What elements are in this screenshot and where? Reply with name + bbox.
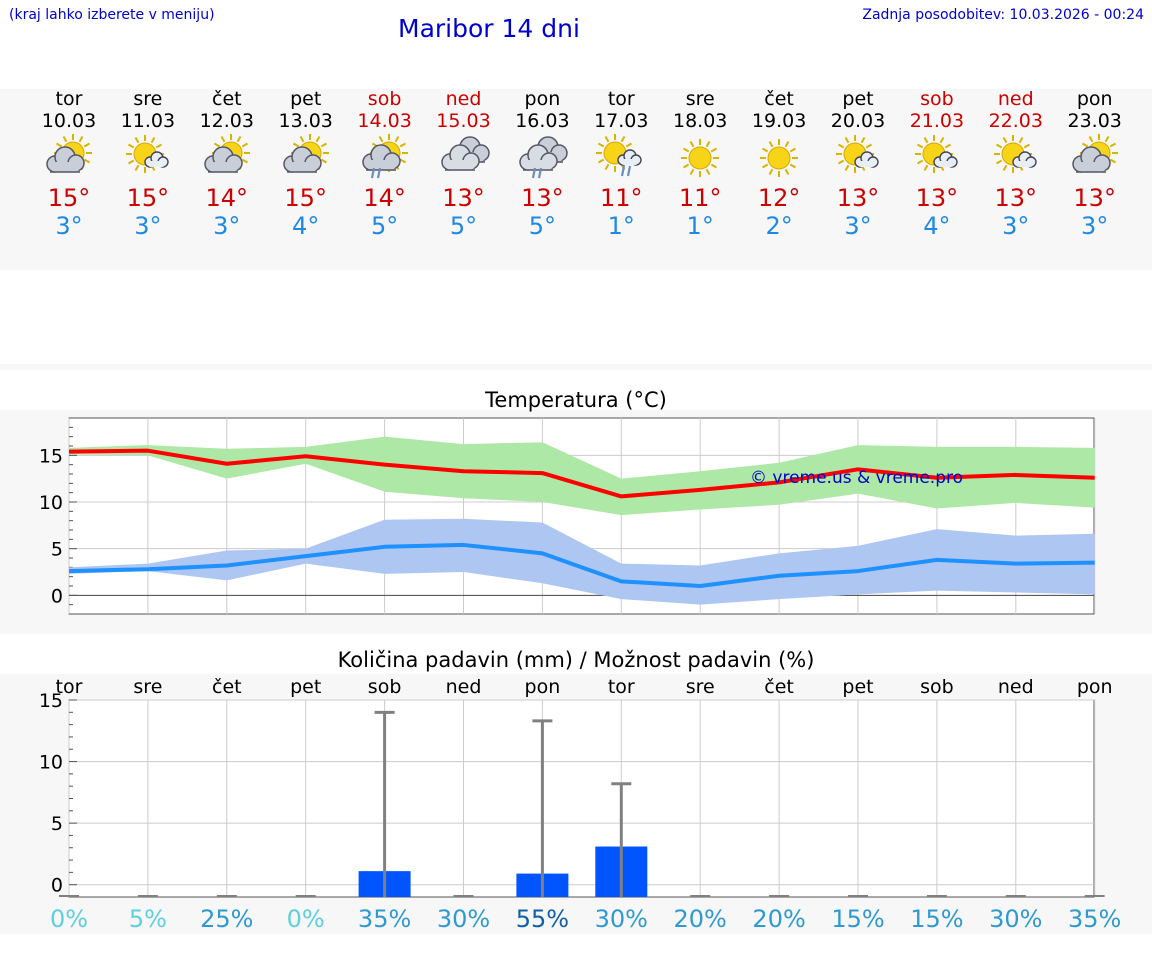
day-name: sob <box>920 88 954 110</box>
last-update: Zadnja posodobitev: 10.03.2026 - 00:24 <box>862 7 1144 23</box>
day-date: 20.03 <box>830 110 886 132</box>
temp-min: 3° <box>1081 212 1109 240</box>
day-column: ned 22.03 13° 3° <box>976 88 1056 240</box>
day-name: tor <box>55 88 83 110</box>
sun-small-cloud-icon <box>108 134 188 182</box>
temp-min: 3° <box>844 212 872 240</box>
temp-min: 5° <box>449 212 478 240</box>
day-column: pon 16.03 13° 5° <box>502 88 582 240</box>
day-column: sob 21.03 13° 4° <box>897 88 977 240</box>
day-date: 13.03 <box>278 110 333 132</box>
day-date: 10.03 <box>41 110 97 132</box>
day-name: čet <box>764 88 794 110</box>
cloudy-icon <box>424 134 504 182</box>
temp-min: 1° <box>686 212 714 240</box>
temp-max: 13° <box>1073 184 1116 212</box>
temp-max: 11° <box>678 184 722 212</box>
day-column: sre 18.03 11° 1° <box>660 88 740 240</box>
sun-small-cloud-icon <box>976 134 1056 182</box>
sun-cloud-icon <box>29 134 109 182</box>
sun-icon <box>739 134 819 182</box>
day-date: 23.03 <box>1067 110 1122 132</box>
day-name: čet <box>212 88 242 110</box>
day-name: pon <box>524 88 561 110</box>
cloud-rain-icon <box>502 134 582 182</box>
day-date: 21.03 <box>909 110 965 132</box>
day-name: ned <box>997 88 1034 110</box>
day-name: pon <box>1076 88 1113 110</box>
day-column: pon 23.03 13° 3° <box>1055 88 1135 240</box>
sun-small-cloud-icon <box>818 134 898 182</box>
temp-max: 15° <box>47 184 91 212</box>
day-name: pet <box>842 88 874 110</box>
day-column: sob 14.03 14° 5° <box>345 88 425 240</box>
temp-max: 13° <box>521 184 564 212</box>
day-name: ned <box>445 88 482 110</box>
location-hint[interactable]: (kraj lahko izberete v meniju) <box>9 7 215 23</box>
forecast-strip <box>0 89 1152 270</box>
temp-min: 2° <box>765 212 793 240</box>
day-name: pet <box>290 88 322 110</box>
day-date: 15.03 <box>436 110 491 132</box>
temp-min: 5° <box>528 212 557 240</box>
temp-min: 1° <box>607 212 635 240</box>
day-column: tor 10.03 15° 3° <box>29 88 109 240</box>
temp-min: 4° <box>292 212 320 240</box>
temp-min: 3° <box>55 212 83 240</box>
temp-max: 14° <box>205 184 249 212</box>
day-column: ned 15.03 13° 5° <box>424 88 504 240</box>
day-column: pet 20.03 13° 3° <box>818 88 898 240</box>
temp-max: 13° <box>442 184 485 212</box>
sun-cloud-icon <box>266 134 346 182</box>
day-date: 12.03 <box>199 110 254 132</box>
day-column: čet 19.03 12° 2° <box>739 88 819 240</box>
day-date: 16.03 <box>515 110 570 132</box>
sun-small-cloud-rain-icon <box>581 134 661 182</box>
day-column: čet 12.03 14° 3° <box>187 88 267 240</box>
sun-cloud-icon <box>187 134 267 182</box>
precipitation-title: Količina padavin (mm) / Možnost padavin … <box>337 648 815 672</box>
temp-min: 5° <box>370 212 399 240</box>
day-date: 22.03 <box>988 110 1043 132</box>
sun-cloud-rain-icon <box>345 134 425 182</box>
precipitation-panel <box>0 674 1152 934</box>
temp-max: 13° <box>915 184 959 212</box>
watermark: © vreme.us & vreme.pro <box>750 468 964 488</box>
temp-min: 3° <box>134 212 162 240</box>
sun-cloud-icon <box>1055 134 1135 182</box>
temp-max: 14° <box>363 184 406 212</box>
day-date: 19.03 <box>751 110 807 132</box>
temp-min: 4° <box>923 212 951 240</box>
day-date: 18.03 <box>672 110 728 132</box>
day-name: sre <box>133 88 163 110</box>
temperature-panel <box>0 410 1152 634</box>
day-name: sob <box>367 88 402 110</box>
day-column: sre 11.03 15° 3° <box>108 88 188 240</box>
sun-small-cloud-icon <box>897 134 977 182</box>
day-date: 14.03 <box>357 110 412 132</box>
temp-max: 13° <box>994 184 1038 212</box>
temperature-title: Temperatura (°C) <box>485 388 667 412</box>
temp-min: 3° <box>213 212 241 240</box>
temp-max: 11° <box>600 184 643 212</box>
page-title: Maribor 14 dni <box>398 14 580 43</box>
day-column: pet 13.03 15° 4° <box>266 88 346 240</box>
day-name: tor <box>607 88 635 110</box>
temp-max: 12° <box>757 184 801 212</box>
day-date: 17.03 <box>594 110 649 132</box>
day-date: 11.03 <box>120 110 176 132</box>
divider <box>0 364 1152 370</box>
sun-icon <box>660 134 740 182</box>
day-name: sre <box>685 88 715 110</box>
temp-max: 13° <box>836 184 880 212</box>
day-column: tor 17.03 11° 1° <box>581 88 661 240</box>
temp-max: 15° <box>126 184 170 212</box>
temp-min: 3° <box>1002 212 1030 240</box>
temp-max: 15° <box>284 184 327 212</box>
